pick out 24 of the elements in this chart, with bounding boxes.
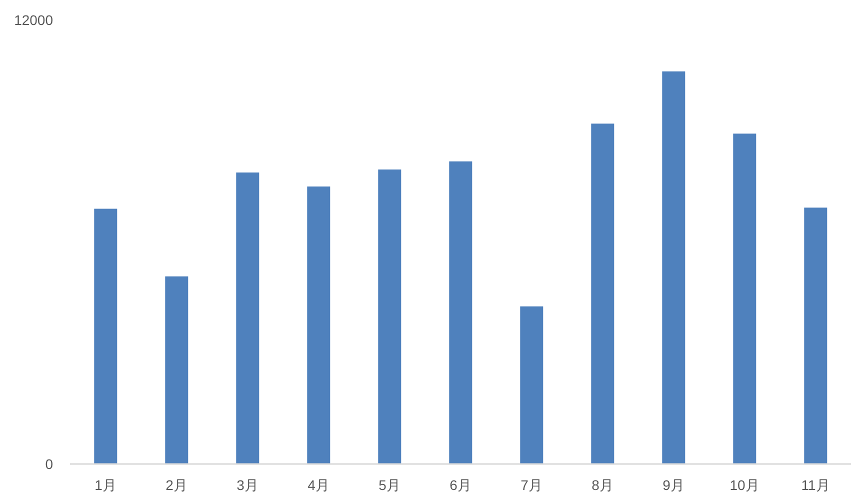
- bar: [307, 186, 330, 464]
- bar: [662, 71, 686, 464]
- x-tick-label: 4月: [308, 476, 330, 493]
- x-tick-label: 1月: [94, 476, 116, 493]
- y-tick-label: 0: [45, 456, 54, 472]
- x-tick-label: 5月: [378, 476, 400, 493]
- x-tick-label: 8月: [592, 476, 614, 493]
- bar: [94, 208, 118, 464]
- x-tick-label: 2月: [166, 476, 188, 493]
- bar: [165, 276, 188, 464]
- bar: [591, 124, 614, 464]
- bar: [520, 306, 544, 464]
- y-tick-label: 12000: [14, 12, 54, 28]
- bar: [733, 134, 756, 464]
- x-tick-label: 7月: [520, 476, 542, 493]
- bar: [378, 169, 402, 464]
- bar: [449, 161, 472, 464]
- bar: [236, 172, 260, 464]
- bar: [804, 208, 828, 464]
- x-tick-label: 3月: [236, 476, 258, 493]
- x-tick-label: 10月: [730, 476, 760, 493]
- x-tick-label: 6月: [450, 476, 472, 493]
- x-tick-label: 11月: [801, 476, 830, 493]
- x-tick-label: 9月: [662, 476, 684, 493]
